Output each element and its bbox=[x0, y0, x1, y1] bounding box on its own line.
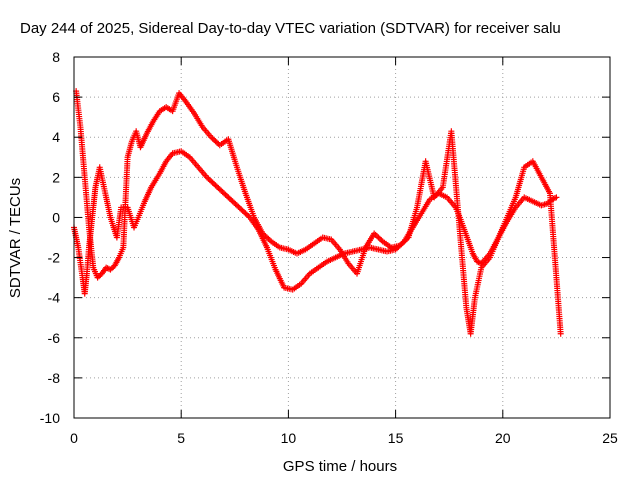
data-point bbox=[553, 194, 560, 201]
x-tick-label: 0 bbox=[70, 430, 78, 446]
y-tick-label: 6 bbox=[52, 89, 60, 105]
axis-ticks: 0 5 10 15 20 25 -10 -8 -6 -4 -2 0 2 4 6 8 bbox=[40, 49, 618, 446]
x-tick-label: 10 bbox=[281, 430, 297, 446]
y-tick-label: 0 bbox=[52, 209, 60, 225]
x-tick-label: 25 bbox=[602, 430, 618, 446]
y-tick-label: -2 bbox=[48, 250, 61, 266]
x-axis-label: GPS time / hours bbox=[283, 458, 397, 475]
x-tick-label: 20 bbox=[495, 430, 511, 446]
y-axis-label: SDTVAR / TECUs bbox=[7, 178, 24, 298]
y-tick-label: -6 bbox=[48, 330, 61, 346]
x-tick-label: 15 bbox=[388, 430, 404, 446]
plot-frame bbox=[73, 56, 611, 419]
y-tick-label: 2 bbox=[52, 169, 60, 185]
y-tick-label: -4 bbox=[48, 290, 61, 306]
x-tick-label: 5 bbox=[177, 430, 185, 446]
data-points bbox=[71, 88, 564, 337]
y-tick-label: -8 bbox=[48, 370, 61, 386]
y-tick-label: 8 bbox=[52, 49, 60, 65]
y-tick-label: 4 bbox=[52, 129, 60, 145]
y-tick-label: -10 bbox=[40, 410, 60, 426]
data-point bbox=[557, 330, 564, 337]
grid bbox=[74, 57, 610, 418]
chart-title: Day 244 of 2025, Sidereal Day-to-day VTE… bbox=[20, 20, 561, 37]
